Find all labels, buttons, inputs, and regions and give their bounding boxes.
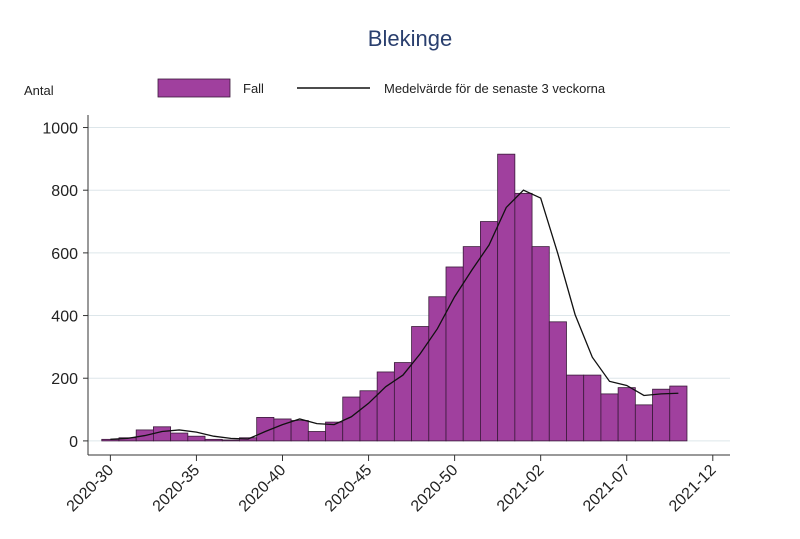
x-tick-label: 2020-50 bbox=[408, 462, 462, 516]
bar bbox=[221, 439, 240, 442]
bar bbox=[600, 393, 619, 442]
bar bbox=[531, 246, 550, 442]
y-axis-label: Antal bbox=[24, 83, 54, 98]
bar bbox=[462, 246, 481, 442]
bar bbox=[204, 438, 223, 442]
line bbox=[110, 189, 679, 440]
bar bbox=[634, 404, 653, 442]
y-tick-label: 1000 bbox=[42, 121, 78, 138]
y-tick-label: 400 bbox=[51, 309, 78, 326]
x-tick-label: 2020-30 bbox=[64, 462, 118, 516]
x-tick-label: 2020-35 bbox=[150, 462, 204, 516]
y-tick-label: 0 bbox=[69, 434, 78, 451]
bar bbox=[307, 431, 326, 442]
y-tick-label: 200 bbox=[51, 371, 78, 388]
x-tick-label: 2021-12 bbox=[666, 462, 720, 516]
bar bbox=[187, 435, 206, 442]
bar bbox=[170, 432, 189, 442]
x-tick-label: 2021-02 bbox=[494, 462, 548, 516]
x-tick-label: 2020-40 bbox=[236, 462, 290, 516]
bar bbox=[514, 192, 533, 442]
y-tick-label: 800 bbox=[51, 183, 78, 200]
bar bbox=[566, 374, 585, 442]
bar bbox=[548, 321, 567, 442]
bar bbox=[411, 326, 430, 442]
legend-label: Fall bbox=[243, 81, 264, 96]
legend-label: Medelvärde för de senaste 3 veckorna bbox=[384, 81, 606, 96]
bar bbox=[497, 153, 516, 442]
x-tick-label: 2020-45 bbox=[322, 462, 376, 516]
bar bbox=[290, 420, 309, 442]
x-tick-label: 2021-07 bbox=[580, 462, 634, 516]
chart-title: Blekinge bbox=[368, 26, 452, 51]
legend-swatch bbox=[157, 78, 231, 98]
y-tick-label: 600 bbox=[51, 246, 78, 263]
bar bbox=[153, 426, 172, 442]
bar bbox=[445, 266, 464, 442]
bar bbox=[669, 385, 688, 442]
bar bbox=[583, 374, 602, 442]
bar bbox=[617, 387, 636, 442]
bar bbox=[652, 388, 671, 442]
